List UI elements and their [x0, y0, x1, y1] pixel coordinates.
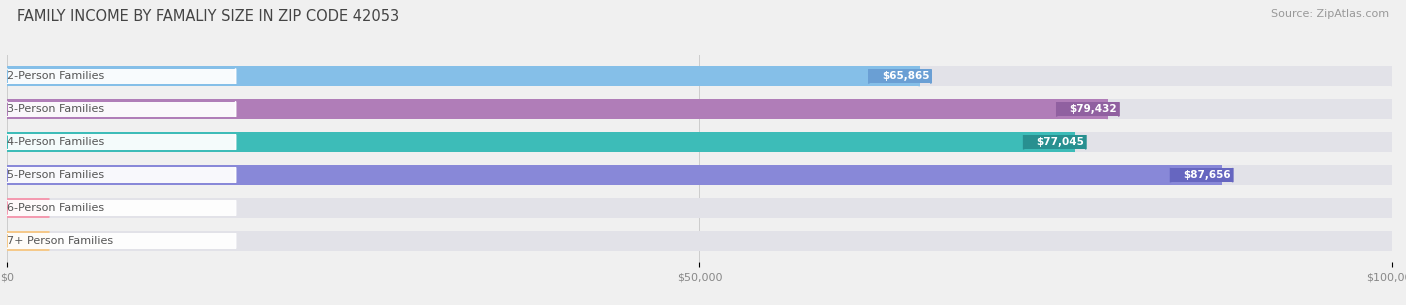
FancyBboxPatch shape	[7, 132, 1074, 152]
Text: $0: $0	[69, 236, 84, 246]
FancyBboxPatch shape	[7, 132, 1392, 152]
Text: $0: $0	[69, 203, 84, 213]
FancyBboxPatch shape	[7, 102, 236, 117]
FancyBboxPatch shape	[7, 231, 49, 251]
FancyBboxPatch shape	[7, 99, 1107, 119]
FancyBboxPatch shape	[869, 69, 931, 83]
FancyBboxPatch shape	[7, 69, 236, 84]
Text: 4-Person Families: 4-Person Families	[7, 137, 104, 147]
FancyBboxPatch shape	[7, 135, 236, 150]
Text: 3-Person Families: 3-Person Families	[7, 104, 104, 114]
FancyBboxPatch shape	[7, 200, 236, 216]
Text: 2-Person Families: 2-Person Families	[7, 71, 104, 81]
FancyBboxPatch shape	[7, 198, 49, 218]
FancyBboxPatch shape	[1057, 102, 1119, 116]
FancyBboxPatch shape	[7, 66, 1392, 86]
Text: 5-Person Families: 5-Person Families	[7, 170, 104, 180]
FancyBboxPatch shape	[7, 66, 920, 86]
FancyBboxPatch shape	[1024, 135, 1085, 149]
Text: 7+ Person Families: 7+ Person Families	[7, 236, 112, 246]
FancyBboxPatch shape	[7, 198, 1392, 218]
Text: $65,865: $65,865	[882, 71, 929, 81]
FancyBboxPatch shape	[7, 99, 1392, 119]
FancyBboxPatch shape	[7, 231, 1392, 251]
Text: $77,045: $77,045	[1036, 137, 1084, 147]
FancyBboxPatch shape	[7, 167, 236, 183]
Text: $79,432: $79,432	[1070, 104, 1118, 114]
Text: Source: ZipAtlas.com: Source: ZipAtlas.com	[1271, 9, 1389, 19]
FancyBboxPatch shape	[7, 165, 1220, 185]
FancyBboxPatch shape	[1171, 168, 1233, 182]
Text: 6-Person Families: 6-Person Families	[7, 203, 104, 213]
Text: FAMILY INCOME BY FAMALIY SIZE IN ZIP CODE 42053: FAMILY INCOME BY FAMALIY SIZE IN ZIP COD…	[17, 9, 399, 24]
Text: $87,656: $87,656	[1184, 170, 1232, 180]
FancyBboxPatch shape	[7, 233, 236, 249]
FancyBboxPatch shape	[7, 165, 1392, 185]
